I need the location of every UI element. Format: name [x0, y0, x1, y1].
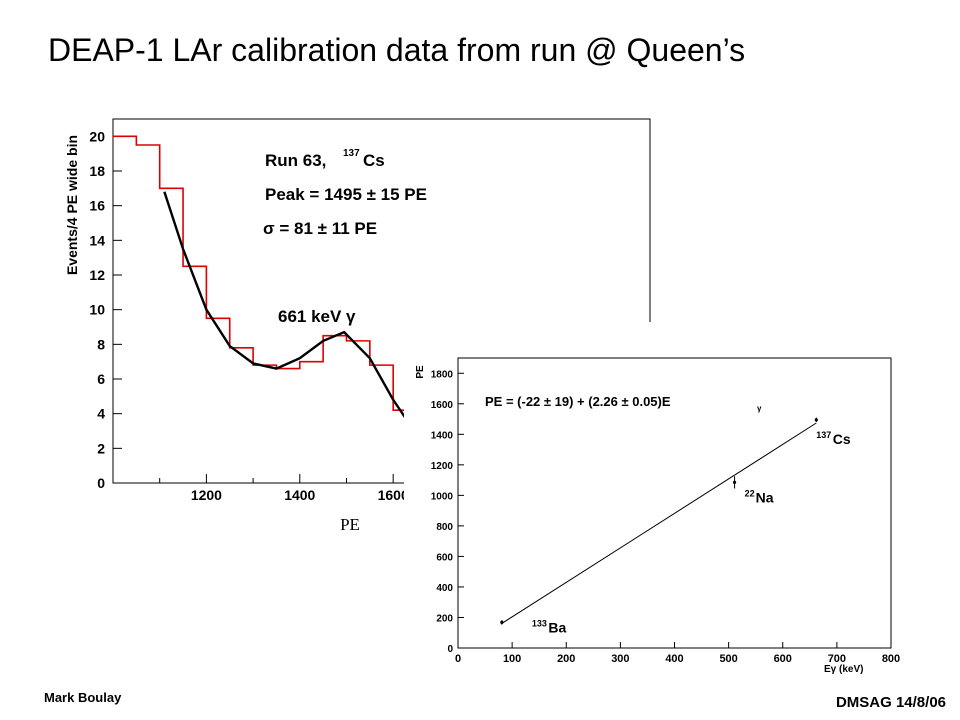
fit-equation-subscript: γ	[757, 404, 762, 413]
calibration-chart: 0 100 200 300 400 500 600 700 800 0 200 400 600 800 10…	[404, 322, 956, 684]
slide-title: DEAP-1 LAr calibration data from run @ Q…	[48, 32, 746, 68]
data-point	[732, 480, 737, 484]
annotation-sigma: σ = 81 ± 11 PE	[263, 219, 377, 238]
calibration-x-tick-label: 600	[774, 653, 792, 665]
histogram-y-tick-label: 20	[89, 128, 105, 144]
histogram-y-tick-label: 18	[89, 163, 105, 179]
calibration-x-tick-label: 200	[557, 653, 575, 665]
histogram-y-tick-label: 10	[89, 302, 105, 318]
calibration-y-tick-label: 400	[436, 583, 453, 594]
calibration-x-tick-label: 0	[455, 653, 461, 665]
calibration-y-axis-label: PE	[415, 365, 426, 379]
isotope-mass-label: 137	[816, 430, 831, 440]
calibration-x-axis-label: Eγ (keV)	[824, 664, 863, 675]
calibration-y-tick-label: 0	[447, 644, 453, 655]
histogram-x-tick-label: 1200	[191, 487, 222, 503]
calibration-y-tick-label: 600	[436, 552, 453, 563]
calibration-x-tick-label: 700	[828, 653, 846, 665]
histogram-x-axis-label: PE	[340, 515, 360, 534]
annotation-isotope: Cs	[363, 151, 385, 170]
calibration-x-tick-label: 400	[665, 653, 683, 665]
calibration-y-tick-label: 1800	[431, 369, 454, 380]
histogram-y-tick-label: 16	[89, 198, 105, 214]
isotope-name-label: Ba	[548, 619, 566, 635]
footer-meeting-date: DMSAG 14/8/06	[835, 694, 946, 711]
data-point	[500, 620, 504, 624]
annotation-isotope-mass: 137	[343, 148, 360, 159]
annotation-peak: Peak = 1495 ± 15 PE	[265, 185, 427, 204]
histogram-y-tick-label: 8	[97, 336, 105, 352]
fit-equation: PE = (-22 ± 19) + (2.26 ± 0.05)E	[485, 394, 671, 409]
data-point	[814, 418, 818, 422]
histogram-y-tick-label: 4	[97, 406, 105, 422]
calibration-ticks: 0 100 200 300 400 500 600 700 800 0 200 400 600 800 10…	[431, 369, 900, 665]
annotation-run: Run 63,	[265, 151, 326, 170]
isotope-name-label: Cs	[833, 431, 851, 447]
calibration-series: 133 Ba 22 Na 137 Cs	[500, 417, 851, 635]
histogram-y-tick-label: 6	[97, 371, 105, 387]
histogram-x-tick-label: 1400	[284, 487, 315, 503]
calibration-x-tick-label: 800	[882, 653, 900, 665]
histogram-x-tick-label: 1600	[378, 487, 409, 503]
annotation-line: 661 keV γ	[278, 307, 356, 326]
calibration-y-tick-label: 1000	[431, 491, 454, 502]
calibration-frame	[457, 357, 892, 649]
histogram-y-tick-label: 12	[89, 267, 105, 283]
histogram-y-tick-label: 2	[97, 440, 105, 456]
histogram-y-axis-label: Events/4 PE wide bin	[64, 135, 80, 275]
calibration-y-tick-label: 1600	[431, 400, 454, 411]
calibration-x-tick-label: 500	[719, 653, 737, 665]
histogram-y-tick-label: 0	[97, 475, 105, 491]
isotope-name-label: Na	[756, 489, 774, 505]
author-name: Mark Boulay	[44, 690, 122, 705]
fit-line	[501, 422, 817, 624]
calibration-x-tick-label: 300	[611, 653, 629, 665]
isotope-mass-label: 133	[532, 618, 547, 628]
calibration-y-tick-label: 1400	[431, 430, 454, 441]
calibration-x-tick-label: 100	[503, 653, 521, 665]
isotope-mass-label: 22	[745, 488, 755, 498]
histogram-y-tick-label: 14	[89, 232, 105, 248]
calibration-y-tick-label: 200	[436, 613, 453, 624]
calibration-y-tick-label: 1200	[431, 461, 454, 472]
calibration-y-tick-label: 800	[436, 522, 453, 533]
